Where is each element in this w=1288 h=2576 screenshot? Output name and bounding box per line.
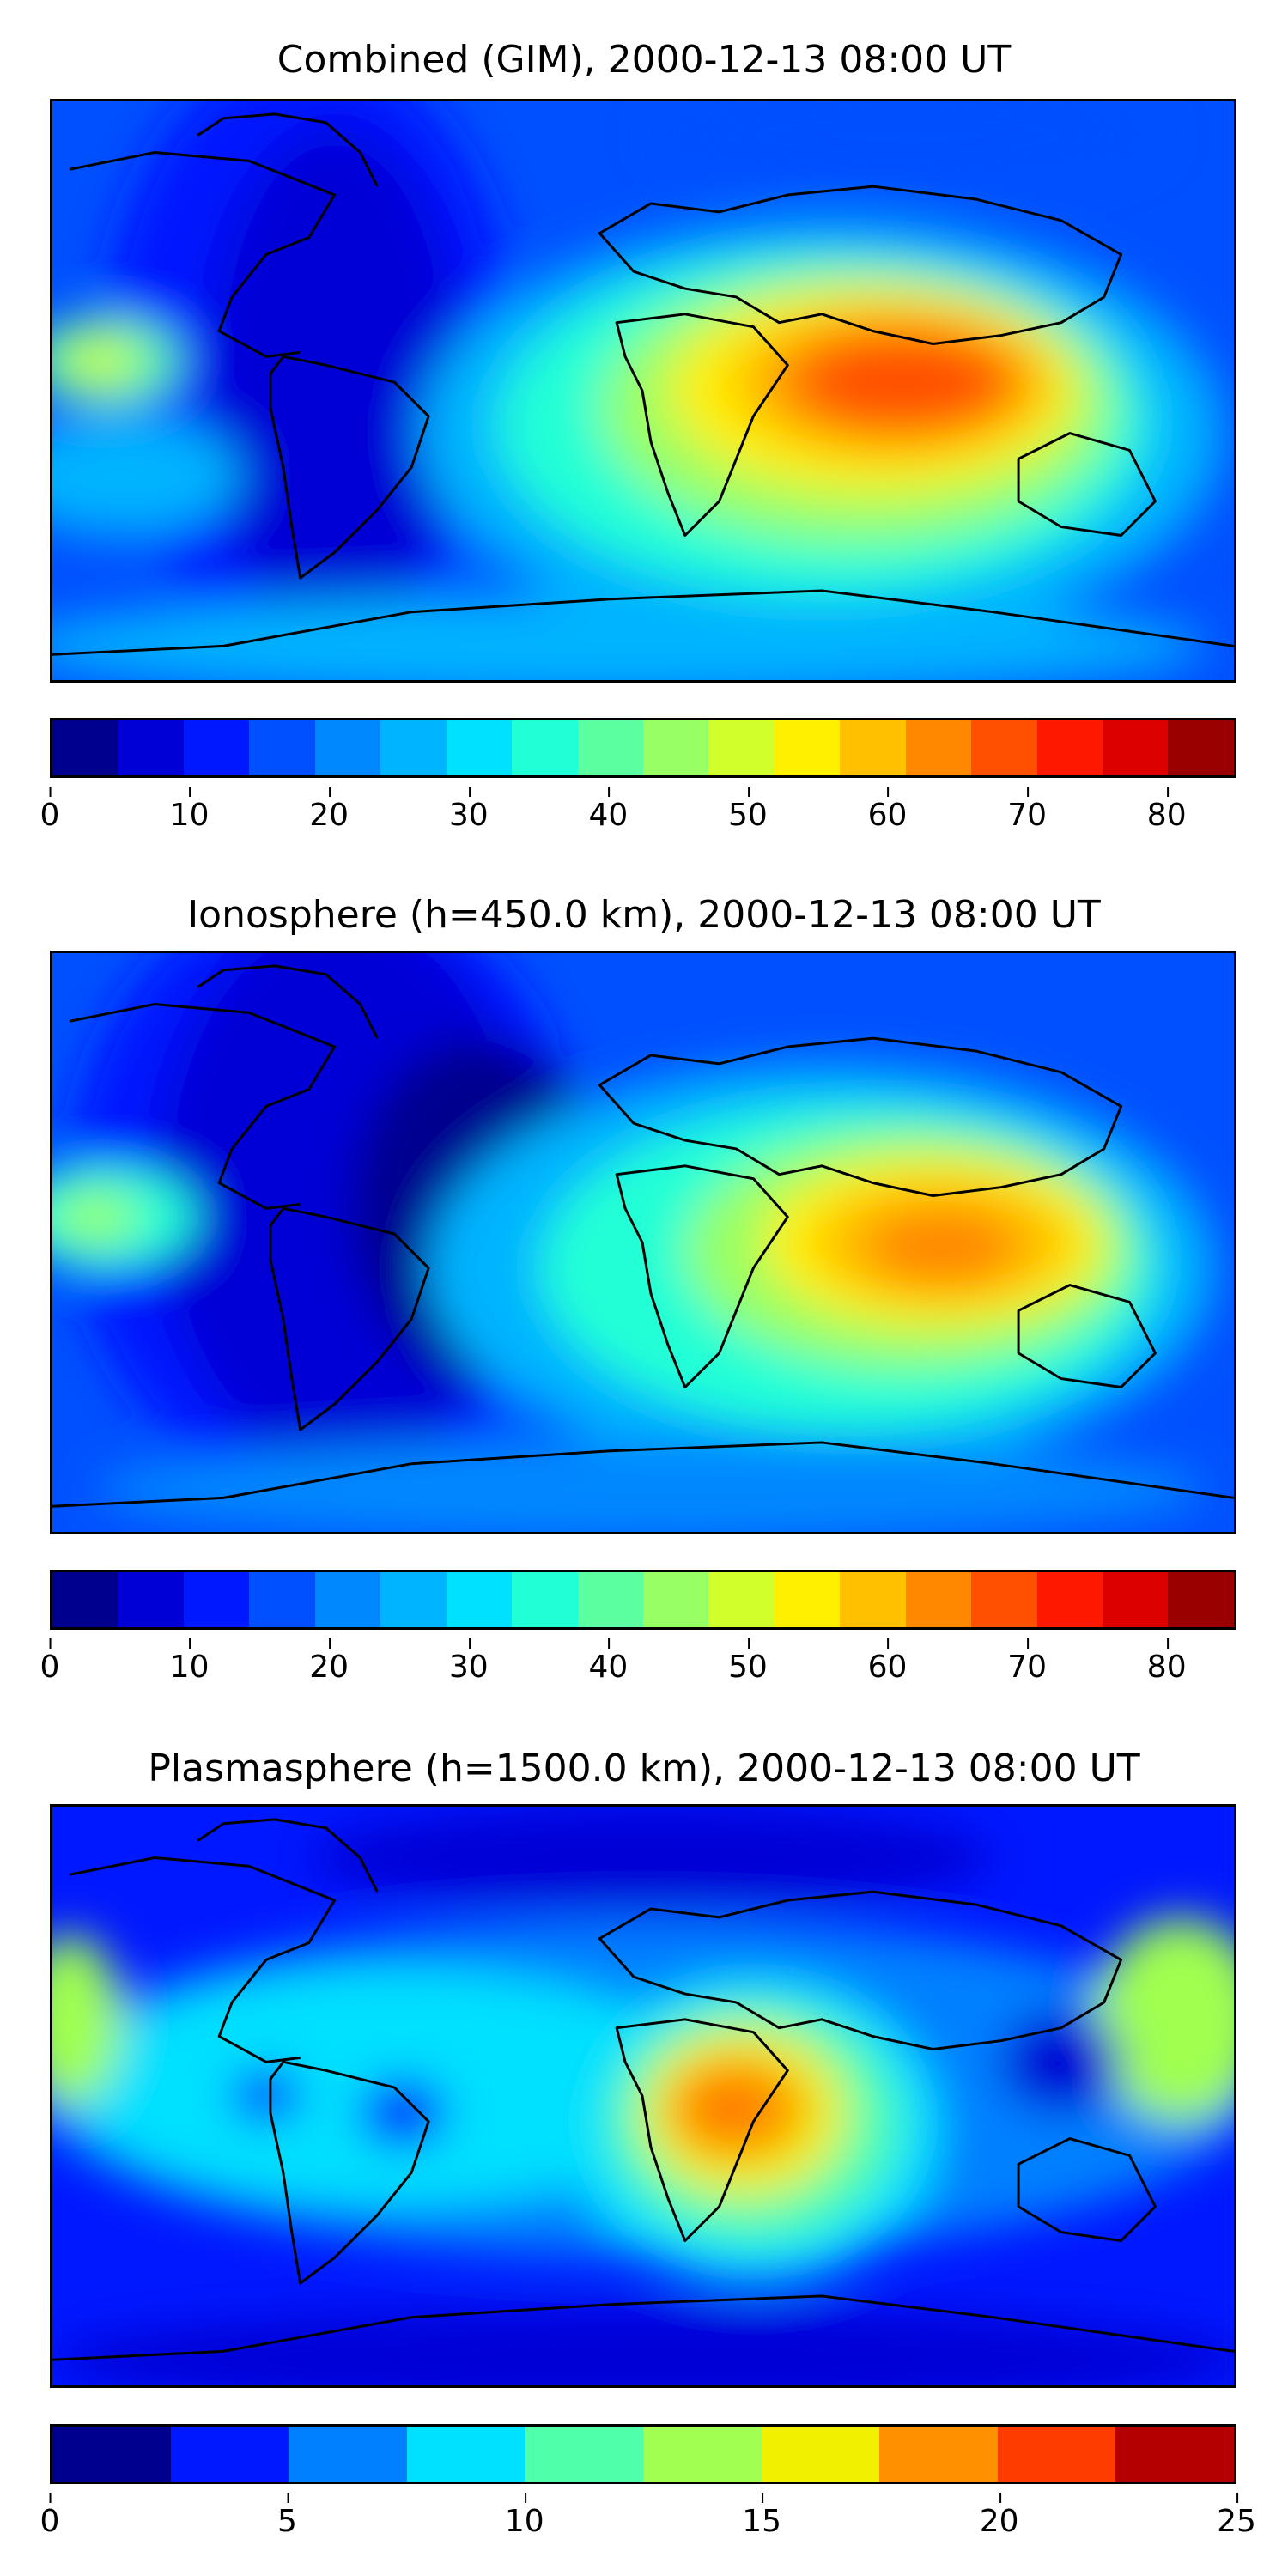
- colorbar-segment: [1115, 2427, 1234, 2482]
- colorbar-tick-label: 30: [448, 787, 489, 833]
- colorbar-tick-label: 0: [39, 2493, 60, 2539]
- colorbar-segment: [997, 2427, 1116, 2482]
- colorbar-segment: [52, 2427, 171, 2482]
- colorbar-segment: [249, 1572, 315, 1627]
- colorbar-segment: [1036, 1572, 1103, 1627]
- panel-1-map: [50, 99, 1236, 683]
- colorbar-segment: [1168, 720, 1234, 775]
- colorbar-tick-label: 10: [169, 1638, 210, 1685]
- colorbar-segment: [642, 2427, 762, 2482]
- colorbar-tick-label: 50: [728, 1638, 768, 1685]
- colorbar-segment: [183, 720, 250, 775]
- colorbar-tick-label: 80: [1146, 787, 1187, 833]
- panel-2-map: [50, 951, 1236, 1534]
- panel-3-coastlines: [52, 1818, 1234, 2361]
- colorbar-tick-label: 40: [588, 787, 629, 833]
- colorbar-segment: [971, 1572, 1037, 1627]
- colorbar-segment: [761, 2427, 880, 2482]
- colorbar-segment: [905, 720, 972, 775]
- colorbar-tick-label: 40: [588, 1638, 629, 1685]
- colorbar-tick-label: 20: [309, 1638, 349, 1685]
- colorbar-tick-label: 50: [728, 787, 768, 833]
- colorbar-tick-label: 10: [169, 787, 210, 833]
- panel-1-map-svg: [52, 101, 1234, 680]
- colorbar-segment: [774, 720, 841, 775]
- panel-3-colorbar-ticks: 0 5 10 15 20 25: [40, 2493, 1256, 2556]
- colorbar-segment: [1168, 1572, 1234, 1627]
- colorbar-tick-label: 0: [39, 787, 60, 833]
- colorbar-tick-label: 70: [1007, 1638, 1048, 1685]
- panel-1-field: [52, 101, 1224, 680]
- colorbar-tick-label: 0: [39, 1638, 60, 1685]
- colorbar-segment: [525, 2427, 643, 2482]
- colorbar-segment: [314, 720, 381, 775]
- panel-1-coastlines: [52, 112, 1234, 656]
- colorbar-tick-label: 30: [448, 1638, 489, 1685]
- colorbar-tick-label: 70: [1007, 787, 1048, 833]
- colorbar-segment: [52, 720, 118, 775]
- colorbar-segment: [642, 1572, 709, 1627]
- colorbar-segment: [380, 1572, 447, 1627]
- colorbar-segment: [512, 1572, 578, 1627]
- colorbar-tick-label: 20: [309, 787, 349, 833]
- colorbar-tick-label: 80: [1146, 1638, 1187, 1685]
- colorbar-tick-label: 15: [742, 2493, 782, 2539]
- colorbar-segment: [879, 2427, 998, 2482]
- colorbar-segment: [971, 720, 1037, 775]
- panel-3-title: Plasmasphere (h=1500.0 km), 2000-12-13 0…: [148, 1747, 1140, 1790]
- colorbar-segment: [183, 1572, 250, 1627]
- colorbar-segment: [118, 1572, 184, 1627]
- colorbar-segment: [446, 720, 513, 775]
- panel-2-map-svg: [52, 953, 1234, 1532]
- colorbar-segment: [406, 2427, 526, 2482]
- colorbar-tick-label: 20: [979, 2493, 1019, 2539]
- colorbar-segment: [905, 1572, 972, 1627]
- colorbar-segment: [249, 720, 315, 775]
- colorbar-segment: [642, 720, 709, 775]
- colorbar-segment: [446, 1572, 513, 1627]
- colorbar-segment: [1103, 720, 1169, 775]
- colorbar-segment: [708, 720, 775, 775]
- colorbar-segment: [840, 1572, 906, 1627]
- colorbar-segment: [314, 1572, 381, 1627]
- panel-2-colorbar-ticks: 0 10 20 30 40 50 60 70 80: [40, 1638, 1236, 1702]
- panel-3-colorbar: [50, 2424, 1236, 2484]
- colorbar-segment: [118, 720, 184, 775]
- panel-2-colorbar: [50, 1570, 1236, 1630]
- colorbar-segment: [512, 720, 578, 775]
- panel-1-colorbar-ticks: 0 10 20 30 40 50 60 70 80: [40, 787, 1236, 850]
- colorbar-tick-label: 60: [867, 787, 908, 833]
- colorbar-segment: [289, 2427, 407, 2482]
- colorbar-tick-label: 5: [276, 2493, 297, 2539]
- colorbar-segment: [1036, 720, 1103, 775]
- colorbar-tick-label: 10: [504, 2493, 544, 2539]
- panel-2-field: [52, 953, 1216, 1532]
- colorbar-segment: [708, 1572, 775, 1627]
- colorbar-segment: [170, 2427, 289, 2482]
- panel-1-colorbar: [50, 718, 1236, 778]
- colorbar-segment: [840, 720, 906, 775]
- colorbar-segment: [774, 1572, 841, 1627]
- panel-2-coastlines: [52, 964, 1234, 1508]
- colorbar-tick-label: 25: [1217, 2493, 1256, 2539]
- colorbar-segment: [380, 720, 447, 775]
- panel-3-map: [50, 1804, 1236, 2388]
- panel-1-title: Combined (GIM), 2000-12-13 08:00 UT: [276, 38, 1012, 82]
- colorbar-segment: [577, 720, 643, 775]
- panel-3-map-svg: [52, 1807, 1234, 2385]
- colorbar-segment: [52, 1572, 118, 1627]
- colorbar-tick-label: 60: [867, 1638, 908, 1685]
- panel-2-title: Ionosphere (h=450.0 km), 2000-12-13 08:0…: [187, 893, 1101, 937]
- colorbar-segment: [1103, 1572, 1169, 1627]
- colorbar-segment: [577, 1572, 643, 1627]
